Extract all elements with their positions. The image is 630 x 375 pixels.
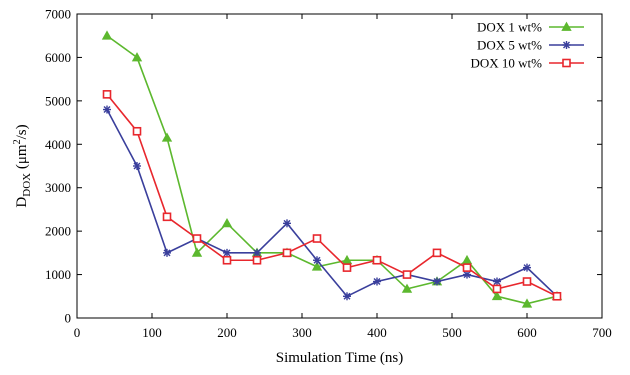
data-point-dox-1-wt — [461, 254, 473, 265]
series-dox-1-wt — [101, 30, 563, 308]
y-axis-label: DDOX (μm2/s) — [12, 124, 33, 207]
data-point-dox-1-wt — [131, 52, 143, 62]
series-line-dox-1-wt — [106, 35, 558, 305]
data-point-dox-10-wt — [162, 212, 172, 222]
x-tick-label: 100 — [142, 325, 162, 340]
data-point-dox-5-wt — [523, 263, 531, 272]
y-tick-label: 3000 — [45, 180, 71, 195]
y-tick-label: 0 — [65, 311, 72, 326]
x-tick-label: 400 — [367, 325, 387, 340]
data-point-dox-1-wt — [311, 261, 323, 271]
legend-swatch-marker — [561, 21, 572, 31]
series-line-dox-10-wt — [106, 93, 558, 298]
series-dox-5-wt — [103, 105, 561, 301]
y-axis-label-unit-prefix: (μm — [14, 144, 30, 173]
data-point-dox-10-wt — [372, 255, 382, 265]
data-point-dox-1-wt — [191, 247, 203, 257]
data-point-dox-10-wt — [552, 291, 562, 301]
data-point-dox-10-wt — [252, 255, 262, 265]
data-point-dox-1-wt — [401, 283, 413, 293]
ticks-layer: 0 100 200 300 400 500 600 700010002000300040005… — [45, 7, 612, 341]
y-tick-label: 2000 — [45, 224, 71, 239]
x-tick-label: 700 — [592, 325, 612, 340]
data-point-dox-1-wt — [221, 218, 233, 228]
plot-frame — [76, 13, 603, 319]
data-point-dox-5-wt — [433, 277, 441, 286]
data-point-dox-5-wt — [373, 277, 381, 286]
data-point-dox-10-wt — [522, 277, 532, 286]
y-tick-label: 4000 — [45, 137, 71, 152]
data-point-dox-1-wt — [161, 132, 173, 142]
x-tick-label: 300 — [292, 325, 312, 340]
data-point-dox-10-wt — [282, 248, 292, 258]
data-point-dox-1-wt — [101, 30, 113, 40]
data-point-dox-5-wt — [163, 248, 171, 257]
data-point-dox-10-wt — [402, 270, 412, 279]
data-point-dox-10-wt — [492, 284, 502, 294]
y-tick-label: 6000 — [45, 50, 71, 65]
data-point-dox-5-wt — [223, 248, 231, 257]
data-point-dox-10-wt — [222, 255, 232, 265]
y-axis-label-unit-sup: 2 — [12, 139, 23, 144]
x-tick-label: 500 — [442, 325, 462, 340]
y-tick-label: 1000 — [45, 267, 71, 282]
data-point-dox-5-wt — [343, 292, 351, 301]
data-point-dox-10-wt — [312, 234, 322, 243]
plot-area — [76, 13, 603, 319]
data-point-dox-10-wt — [102, 90, 112, 99]
x-axis-label: Simulation Time (ns) — [276, 350, 404, 366]
x-tick-label: 200 — [217, 325, 237, 340]
legend-swatch-marker — [562, 58, 571, 68]
data-point-dox-10-wt — [462, 263, 472, 272]
data-point-dox-10-wt — [432, 248, 442, 258]
legend-swatch-marker — [562, 41, 571, 49]
legend-item-dox-5-wt: DOX 5 wt% — [477, 38, 584, 53]
data-point-dox-5-wt — [253, 248, 261, 257]
y-axis-label-unit-suffix: /s) — [14, 124, 30, 139]
data-point-dox-1-wt — [491, 290, 503, 301]
legend-item-dox-1-wt: DOX 1 wt% — [477, 20, 584, 35]
y-axis-label-main: D — [14, 197, 30, 208]
y-axis-label-sub: DOX — [21, 173, 33, 197]
series-layer — [101, 30, 563, 308]
y-tick-label: 5000 — [45, 93, 71, 108]
legend-label: DOX 10 wt% — [471, 56, 543, 71]
legend-item-dox-10-wt: DOX 10 wt% — [471, 56, 584, 71]
legend-label: DOX 5 wt% — [477, 38, 542, 53]
data-point-dox-10-wt — [342, 263, 352, 272]
y-tick-label: 7000 — [45, 7, 71, 22]
data-point-dox-5-wt — [103, 105, 111, 114]
data-point-dox-10-wt — [132, 126, 142, 136]
legend-label: DOX 1 wt% — [477, 20, 542, 35]
legend: DOX 1 wt% DOX 5 wt% DOX 10 wt% — [471, 20, 584, 71]
data-point-dox-1-wt — [521, 298, 533, 308]
series-line-dox-5-wt — [106, 109, 558, 298]
data-point-dox-5-wt — [313, 256, 321, 265]
x-tick-label: 600 — [517, 325, 537, 340]
data-point-dox-5-wt — [283, 219, 291, 228]
x-tick-label: 0 — [74, 325, 81, 340]
data-point-dox-10-wt — [192, 234, 202, 243]
data-point-dox-5-wt — [493, 277, 501, 286]
series-dox-10-wt — [102, 90, 562, 301]
data-point-dox-5-wt — [133, 162, 141, 170]
